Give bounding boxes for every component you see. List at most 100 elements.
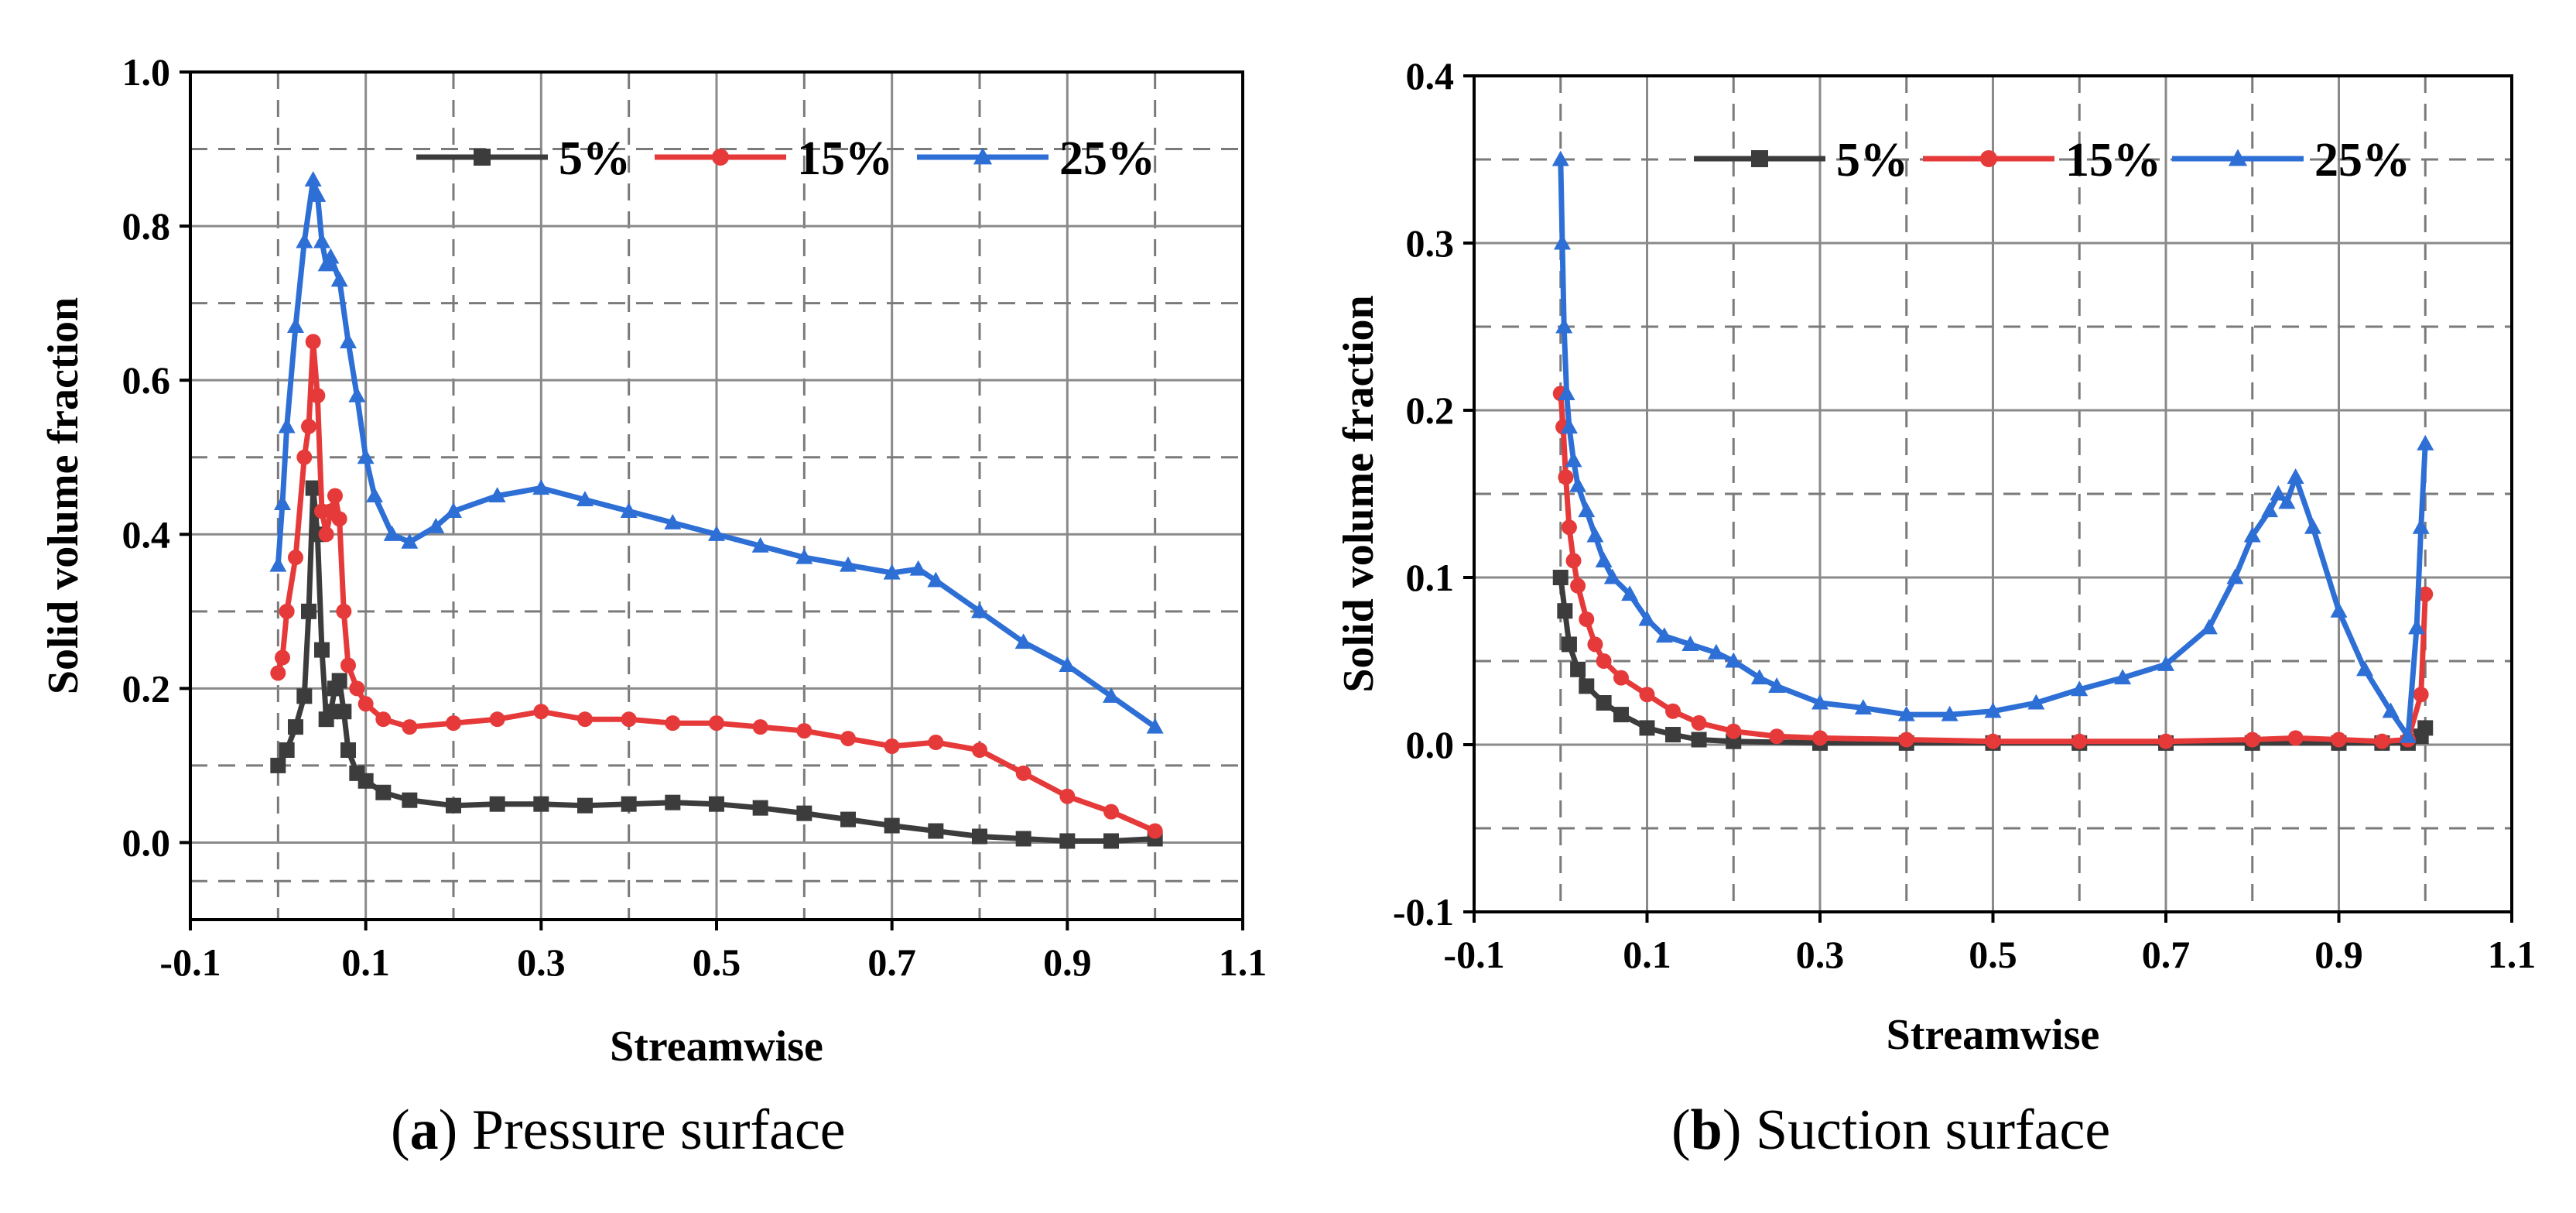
data-point <box>1565 553 1582 569</box>
data-point <box>1726 723 1742 739</box>
legend-item-5pct: 5% <box>1694 134 1908 187</box>
data-point <box>1985 733 2001 749</box>
data-point <box>2356 660 2374 677</box>
y-tick-label: 0.4 <box>122 512 171 556</box>
legend: 5% 15% 25% <box>1694 134 2410 187</box>
data-point <box>2243 526 2261 543</box>
data-point <box>752 719 768 735</box>
x-tick-label: 0.7 <box>2142 933 2191 976</box>
data-point <box>383 525 401 541</box>
legend-swatch-marker <box>1980 150 1997 167</box>
data-point <box>2413 687 2429 703</box>
data-point <box>709 796 724 812</box>
data-point <box>1578 502 1596 518</box>
data-point <box>488 487 506 503</box>
legend-label: 15% <box>797 132 893 185</box>
data-point <box>1984 702 2002 718</box>
legend-item-15pct: 15% <box>1923 134 2161 187</box>
caption-text: Pressure surface <box>471 1098 846 1162</box>
data-point <box>446 797 461 814</box>
data-point <box>357 696 374 712</box>
caption-text: Suction surface <box>1755 1098 2111 1162</box>
x-tick-label: -0.1 <box>159 941 221 984</box>
tick-labels: -0.1 0.1 0.3 0.5 0.7 0.9 1.1 0.0 0.2 0.4 0.6 0.8 1.0 <box>122 50 1267 984</box>
data-point <box>2071 733 2088 749</box>
series-15pct <box>270 334 1163 839</box>
caption-pressure-surface: (a) Pressure surface <box>391 1098 846 1162</box>
x-axis-title: Streamwise <box>1887 1011 2100 1059</box>
data-point <box>1059 833 1076 849</box>
data-point <box>331 511 347 527</box>
data-point <box>270 665 286 681</box>
data-point <box>305 334 321 350</box>
x-tick-label: 0.1 <box>1623 933 1671 976</box>
x-tick-label: 0.9 <box>1043 941 1092 984</box>
data-point <box>532 479 550 495</box>
data-point <box>1558 469 1574 485</box>
data-point <box>2071 680 2089 697</box>
data-point <box>375 711 392 728</box>
data-point <box>1565 451 1582 468</box>
data-point <box>533 704 549 720</box>
data-point <box>971 602 988 618</box>
y-tick-label: 0.8 <box>122 204 171 248</box>
data-point <box>330 271 348 287</box>
data-point <box>348 386 366 403</box>
data-point <box>445 502 462 518</box>
data-point <box>884 817 900 834</box>
y-axis-title: Solid volume fraction <box>39 297 87 694</box>
data-point <box>2114 669 2132 685</box>
data-point <box>1570 577 1586 594</box>
legend-label: 5% <box>1836 134 1908 187</box>
series-layer <box>1551 150 2434 751</box>
data-point <box>577 797 593 814</box>
axes <box>1463 74 2513 923</box>
x-tick-label: -0.1 <box>1443 933 1504 976</box>
data-point <box>279 603 295 619</box>
x-tick-label: 1.1 <box>1219 941 1267 984</box>
y-axis-title: Solid volume fraction <box>1335 295 1383 692</box>
data-point <box>1103 687 1120 703</box>
data-point <box>2412 518 2430 534</box>
data-point <box>304 170 322 187</box>
data-point <box>1587 636 1603 653</box>
data-point <box>1059 656 1076 673</box>
data-point <box>340 657 356 673</box>
data-point <box>2374 733 2390 749</box>
data-point <box>1596 695 1612 711</box>
y-tick-label: 0.0 <box>1406 723 1455 766</box>
data-point <box>972 742 987 758</box>
data-point <box>287 317 304 334</box>
legend: 5% 15% 25% <box>416 132 1155 185</box>
data-point <box>1638 610 1656 626</box>
series-5pct <box>270 480 1163 849</box>
data-point <box>402 719 418 735</box>
data-point <box>323 704 339 720</box>
data-point <box>1639 720 1655 736</box>
data-point <box>2157 655 2174 671</box>
data-point <box>1558 385 1575 400</box>
data-point <box>275 649 290 666</box>
data-point <box>336 603 352 619</box>
legend-swatch-marker <box>712 149 729 166</box>
data-point <box>665 794 681 810</box>
data-point <box>1579 678 1595 694</box>
data-point <box>1691 732 1707 748</box>
data-point <box>1613 707 1629 723</box>
data-point <box>2330 601 2348 618</box>
legend-swatch-marker <box>973 147 993 165</box>
data-point <box>2408 618 2426 635</box>
data-point <box>357 448 375 464</box>
caption-letter: b <box>1690 1098 1722 1162</box>
data-point <box>2417 720 2434 736</box>
data-point <box>840 811 856 828</box>
data-point <box>278 417 296 433</box>
data-point <box>1665 727 1681 743</box>
x-tick-label: 0.1 <box>341 941 390 984</box>
series-15pct <box>1552 385 2434 749</box>
data-point <box>621 711 637 728</box>
grid-lines <box>190 72 1243 920</box>
data-point <box>621 796 637 812</box>
data-point <box>340 333 357 348</box>
